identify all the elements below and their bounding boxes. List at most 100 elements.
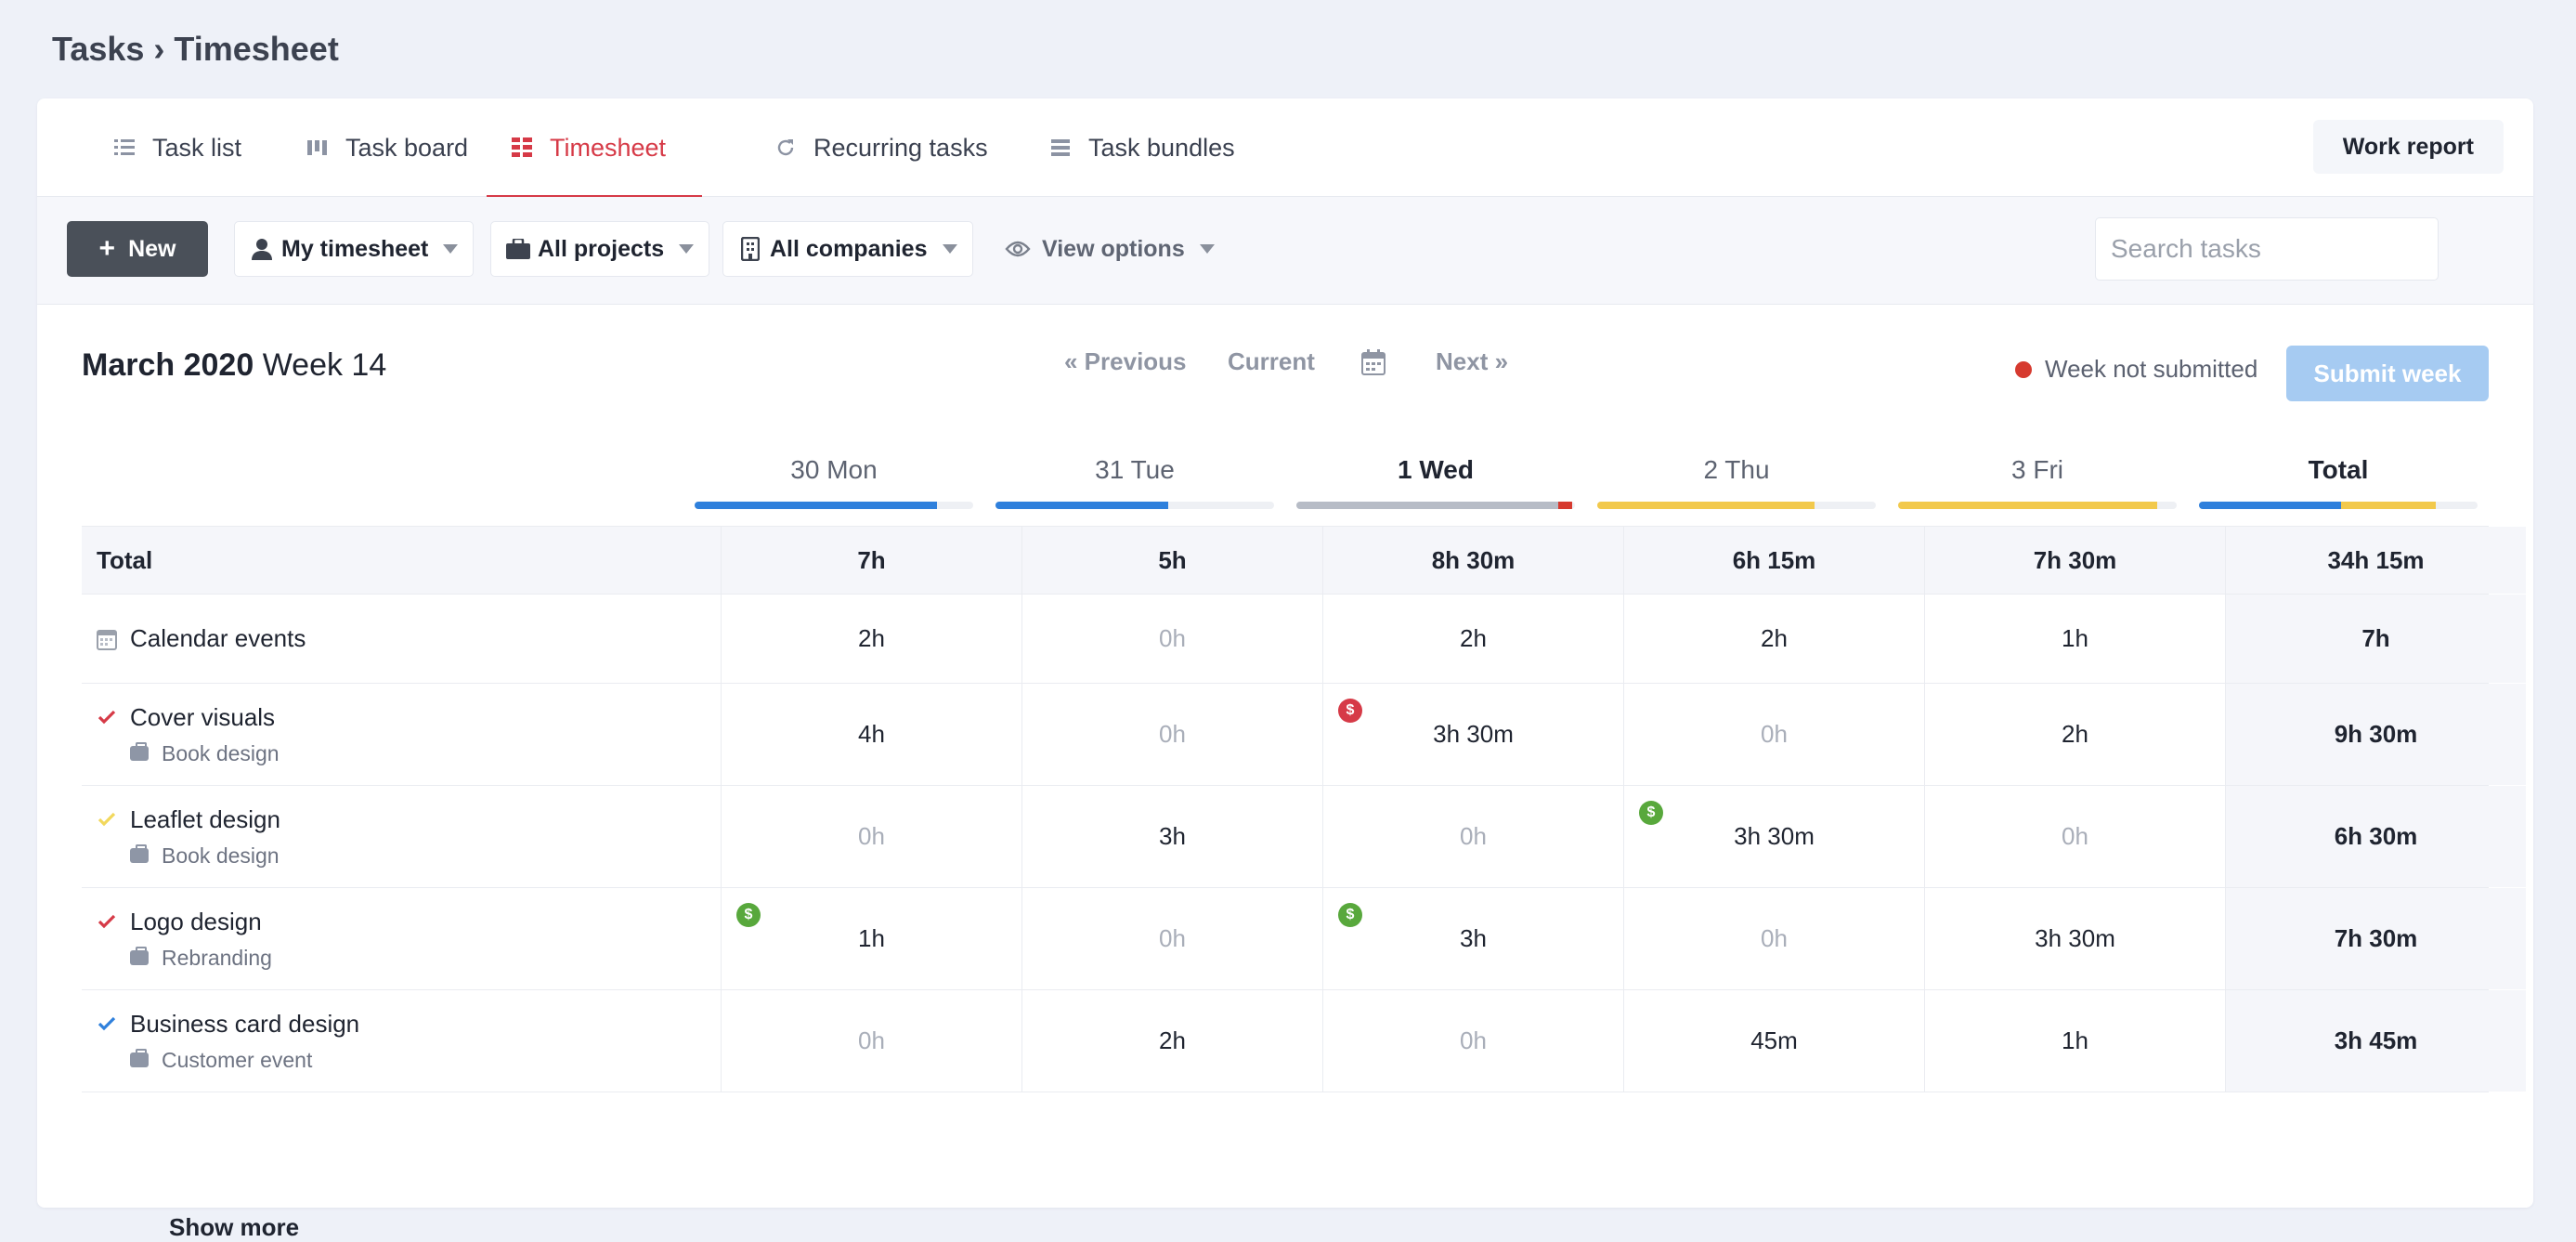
time-cell[interactable]: 3h 30m $ [1322, 684, 1623, 785]
bundle-icon [1047, 135, 1073, 161]
tab-label: Task board [345, 133, 469, 162]
all-companies-dropdown[interactable]: All companies [722, 221, 973, 277]
list-icon [111, 135, 137, 161]
day-header: 1 Wed [1398, 455, 1474, 484]
briefcase-icon [130, 844, 149, 863]
progress-segment [2199, 502, 2341, 509]
task-label: Leaflet design Book design [97, 786, 280, 887]
day-progress-bar [1898, 502, 2177, 509]
day-progress-bar [1597, 502, 1876, 509]
billable-icon: $ [1338, 699, 1362, 723]
time-value: 2h [2062, 720, 2088, 748]
check-icon [97, 812, 117, 827]
time-value: 2h [1761, 624, 1788, 652]
work-report-button[interactable]: Work report [2312, 120, 2504, 174]
time-cell[interactable]: 4h [721, 684, 1021, 785]
day-progress-bar [2199, 502, 2478, 509]
time-value: 0h [858, 1026, 885, 1054]
next-week-link[interactable]: Next » [1436, 347, 1509, 375]
day-progress-bar [1296, 502, 1575, 509]
time-cell[interactable]: 0h [721, 990, 1021, 1092]
task-project[interactable]: Customer event [130, 1048, 359, 1073]
time-cell[interactable]: 2h [1924, 684, 2225, 785]
row-total-cell: 3h 45m [2225, 990, 2526, 1092]
tab-task-bundles[interactable]: Task bundles [1025, 98, 1257, 197]
task-name[interactable]: Business card design [97, 1010, 359, 1039]
time-value: 6h 30m [2334, 822, 2418, 850]
task-name[interactable]: Cover visuals [97, 703, 280, 732]
all-projects-dropdown[interactable]: All projects [490, 221, 710, 277]
current-week-link[interactable]: Current [1228, 347, 1315, 375]
time-value: 7h 30m [2334, 924, 2418, 952]
task-name-text: Cover visuals [130, 702, 276, 731]
caret-down-icon [942, 244, 957, 254]
row-total-cell: 7h [2225, 595, 2526, 683]
tab-label: Task list [152, 133, 242, 162]
time-value: 5h [1158, 545, 1187, 574]
my-timesheet-dropdown[interactable]: My timesheet [234, 221, 475, 277]
previous-week-link[interactable]: « Previous [1064, 347, 1187, 375]
task-name[interactable]: Leaflet design [97, 805, 280, 834]
refresh-icon [773, 135, 799, 161]
time-cell[interactable]: 3h 30m [1924, 888, 2225, 989]
time-cell[interactable]: 0h [1021, 684, 1322, 785]
progress-segment [1558, 502, 1572, 509]
time-cell[interactable]: 0h [1623, 684, 1924, 785]
row-total-cell: 7h 30m [2225, 888, 2526, 989]
time-value: 0h [858, 822, 885, 850]
time-cell[interactable]: 1h $ [721, 888, 1021, 989]
time-value: 9h 30m [2334, 720, 2418, 748]
new-button-label: New [128, 235, 176, 262]
time-cell[interactable]: 3h [1021, 786, 1322, 887]
task-name[interactable]: Calendar events [97, 624, 306, 653]
task-project[interactable]: Book design [130, 741, 280, 766]
tab-timesheet[interactable]: Timesheet [487, 98, 702, 198]
user-icon [250, 237, 274, 261]
billable-icon: $ [1338, 903, 1362, 927]
time-cell[interactable]: 0h [1322, 786, 1623, 887]
tab-label: Timesheet [550, 133, 667, 162]
time-cell[interactable]: 3h 30m $ [1623, 786, 1924, 887]
show-more-link[interactable]: Show more [169, 1213, 300, 1241]
time-cell[interactable]: 0h [1021, 595, 1322, 683]
search-input[interactable] [2095, 217, 2439, 281]
day-header: 31 Tue [1095, 455, 1175, 484]
time-cell[interactable]: 0h [1623, 888, 1924, 989]
day-header: 2 Thu [1703, 455, 1770, 484]
time-value: 1h [2062, 624, 2088, 652]
time-value: 7h [2361, 624, 2390, 652]
time-cell[interactable]: 0h [1322, 990, 1623, 1092]
new-button[interactable]: + New [67, 221, 208, 277]
project-name: Customer event [162, 1047, 313, 1072]
time-cell[interactable]: 2h [1322, 595, 1623, 683]
time-cell[interactable]: 1h [1924, 595, 2225, 683]
total-row: Total 7h 5h 8h 30m 6h 15m 7h 30m 34h 15m [82, 526, 2526, 595]
task-label: Calendar events [97, 595, 306, 683]
progress-segment [1296, 502, 1558, 509]
month-label: March 2020 [82, 347, 254, 383]
time-cell[interactable]: 1h [1924, 990, 2225, 1092]
time-cell[interactable]: 0h [1021, 888, 1322, 989]
tab-task-list[interactable]: Task list [89, 98, 264, 197]
time-cell[interactable]: 45m [1623, 990, 1924, 1092]
time-cell[interactable]: 0h [721, 786, 1021, 887]
dropdown-label: All projects [538, 235, 665, 262]
task-name[interactable]: Logo design [97, 908, 272, 936]
task-project[interactable]: Book design [130, 843, 280, 869]
time-value: 2h [1159, 1026, 1186, 1054]
time-cell[interactable]: 0h [1924, 786, 2225, 887]
tab-recurring-tasks[interactable]: Recurring tasks [750, 98, 1010, 197]
time-value: 7h 30m [2033, 545, 2117, 574]
view-options-dropdown[interactable]: View options [1005, 221, 1215, 277]
time-cell[interactable]: 3h $ [1322, 888, 1623, 989]
calendar-picker-icon[interactable] [1361, 349, 1387, 375]
task-project[interactable]: Rebranding [130, 946, 272, 971]
submit-week-button[interactable]: Submit week [2286, 346, 2489, 401]
task-name-text: Logo design [130, 907, 262, 935]
time-cell[interactable]: 2h [1021, 990, 1322, 1092]
time-cell[interactable]: 2h [1623, 595, 1924, 683]
tab-task-board[interactable]: Task board [282, 98, 490, 197]
tab-label: Recurring tasks [813, 133, 988, 162]
time-cell[interactable]: 2h [721, 595, 1021, 683]
time-value: 3h 45m [2334, 1026, 2418, 1054]
